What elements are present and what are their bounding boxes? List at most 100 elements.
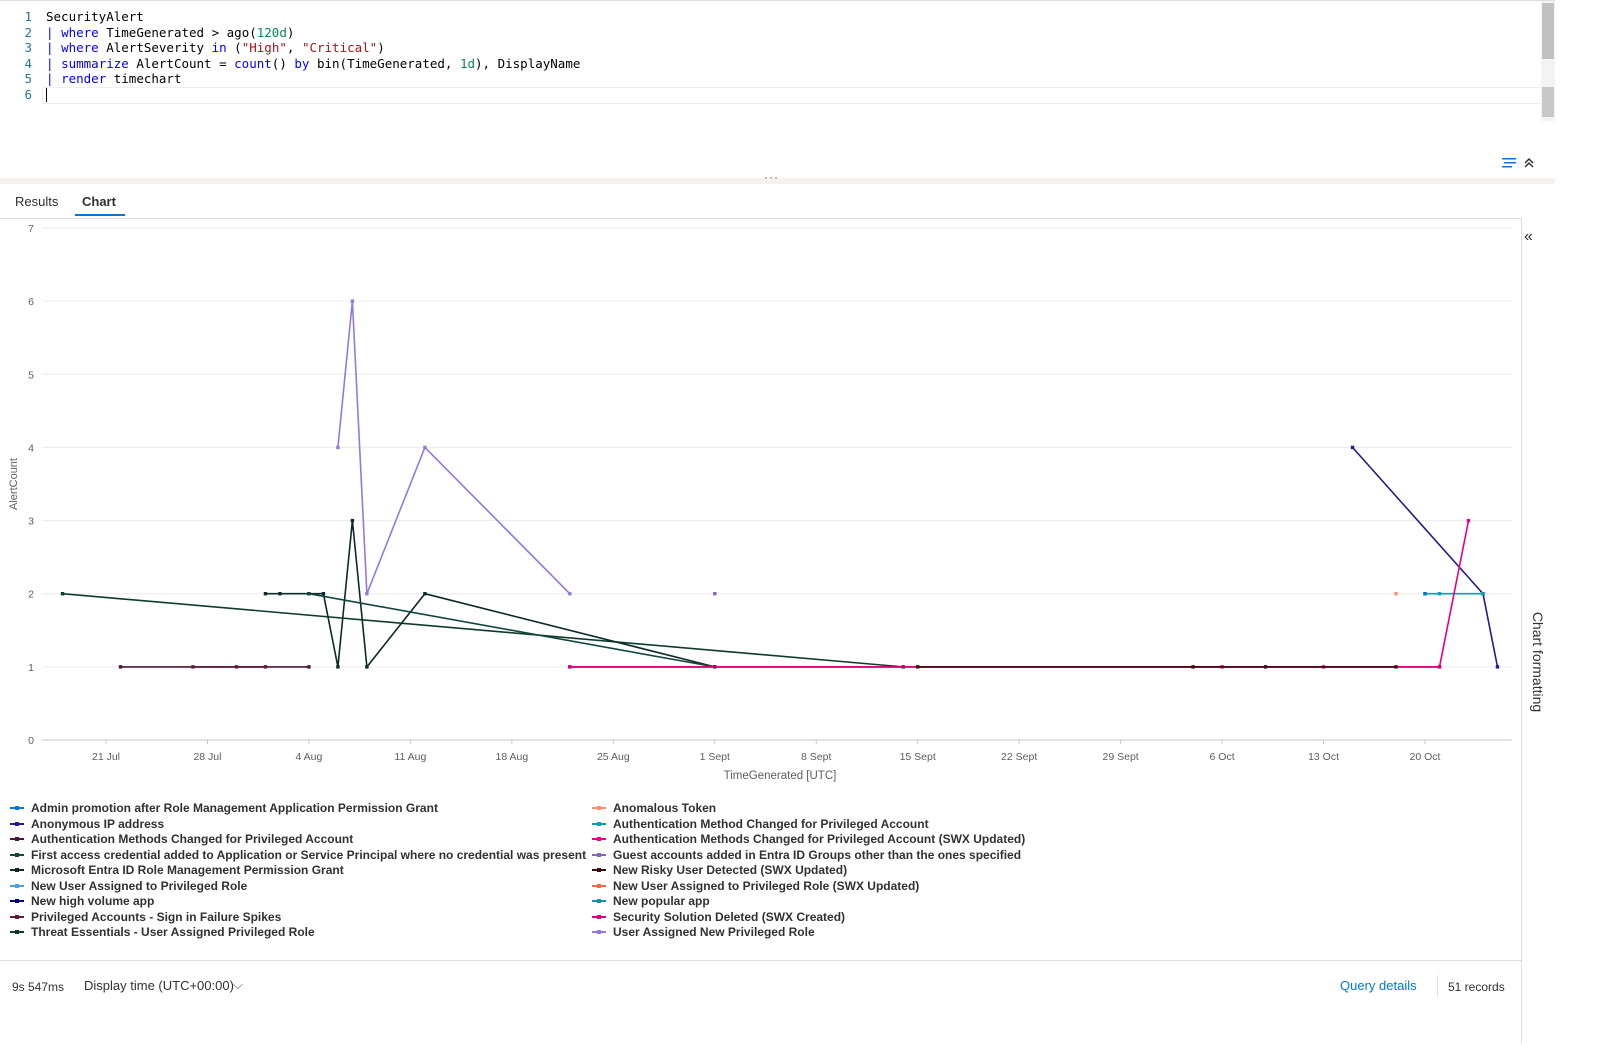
legend-swatch-icon	[592, 883, 606, 888]
query-duration: 9s 547ms	[12, 980, 65, 994]
series-16	[60, 592, 905, 669]
editor-scrollbar[interactable]	[1541, 1, 1555, 121]
pane-splitter[interactable]	[0, 178, 1555, 184]
record-count: 51 records	[1448, 980, 1505, 994]
code-line[interactable]: 2 | where TimeGenerated > ago(120d)	[0, 25, 1540, 41]
data-point	[263, 665, 268, 669]
series-1	[1394, 592, 1398, 596]
legend-marker-icon	[597, 899, 601, 903]
code-line[interactable]: 6	[0, 87, 1540, 103]
legend-label: Security Solution Deleted (SWX Created)	[613, 909, 846, 924]
legend-marker-icon	[597, 883, 601, 888]
code-token: ), DisplayName	[475, 55, 581, 71]
x-tick-label: 1 Sept	[700, 751, 730, 763]
format-query-icon[interactable]	[1501, 156, 1517, 170]
code-token: ,	[286, 40, 302, 56]
legend-marker-icon	[597, 806, 601, 810]
line-number: 1	[24, 9, 32, 24]
code-text[interactable]: | where TimeGenerated > ago(120d)	[46, 25, 294, 41]
data-point	[1394, 665, 1398, 669]
data-point	[307, 665, 311, 669]
editor-scrollbar-marker	[1542, 87, 1554, 117]
data-point	[1423, 592, 1427, 596]
chevron-down-icon[interactable]: ⌵	[233, 977, 243, 992]
data-point	[365, 665, 369, 669]
x-tick-label: 15 Sept	[900, 751, 936, 763]
data-point	[336, 445, 340, 450]
code-text[interactable]: | where AlertSeverity in ("High", "Criti…	[46, 40, 385, 56]
legend-label: New User Assigned to Privileged Role (SW…	[613, 878, 920, 893]
x-tick-label: 4 Aug	[295, 751, 322, 763]
y-axis-label: AlertCount	[8, 458, 20, 510]
legend-label: Anomalous Token	[613, 801, 717, 815]
data-point	[423, 592, 427, 596]
y-tick-label: 6	[28, 296, 34, 308]
legend-marker-icon	[15, 837, 19, 841]
x-axis-ticks: 21 Jul 28 Jul 4 Aug 11 Aug 18 Aug 25 Aug 1 Sep…	[92, 740, 1441, 763]
status-divider	[1437, 975, 1438, 997]
splitter-handle-icon[interactable]: ···	[764, 170, 779, 184]
code-text[interactable]: | render timechart	[46, 71, 181, 87]
code-token: )	[377, 40, 385, 56]
code-text[interactable]: SecurityAlert	[46, 9, 144, 25]
code-line[interactable]: 4 | summarize AlertCount = count() by bin…	[0, 56, 1540, 72]
series-19	[307, 592, 717, 669]
expand-pane-icon[interactable]: «	[1524, 228, 1533, 245]
code-token: (	[226, 40, 242, 56]
chart-legend: Admin promotion after Role Management Ap…	[10, 800, 1190, 950]
data-point	[1350, 445, 1355, 450]
data-point	[1437, 592, 1442, 596]
code-token: 1d	[459, 55, 476, 71]
tab-chart[interactable]: Chart	[82, 194, 116, 209]
series-22	[915, 665, 1398, 669]
query-editor[interactable]: 1 SecurityAlert 2 | where TimeGenerated > a…	[0, 0, 1555, 179]
current-line-highlight	[42, 87, 1542, 104]
series-line	[62, 592, 904, 668]
tab-results[interactable]: Results	[15, 194, 59, 209]
code-token: 120d	[256, 24, 287, 40]
series-lines	[60, 299, 1500, 669]
data-point	[60, 592, 65, 596]
legend-swatch-icon	[592, 914, 606, 919]
legend-label: Privileged Accounts - Sign in Failure Sp…	[31, 909, 282, 924]
legend-label: Anonymous IP address	[31, 816, 165, 831]
legend-label: Microsoft Entra ID Role Management Permi…	[31, 863, 344, 877]
code-line[interactable]: 5 | render timechart	[0, 71, 1540, 87]
legend-marker-icon	[597, 821, 601, 826]
x-tick-label: 11 Aug	[394, 751, 426, 763]
active-tab-indicator	[75, 214, 125, 216]
code-text[interactable]: | summarize AlertCount = count() by bin(…	[46, 56, 580, 72]
legend-marker-icon	[597, 868, 601, 872]
query-details-link[interactable]: Query details	[1340, 978, 1417, 993]
legend-swatch-icon	[592, 852, 606, 857]
data-point	[1437, 665, 1442, 669]
data-point	[1191, 665, 1195, 669]
series-23	[1423, 592, 1427, 596]
y-tick-label: 3	[28, 516, 34, 528]
x-axis-label: TimeGenerated [UTC]	[724, 770, 837, 782]
collapse-editor-icon[interactable]	[1522, 155, 1536, 171]
y-axis-ticks: 0 1 2 3 4 5 6 7	[28, 223, 34, 747]
line-number: 4	[24, 55, 32, 71]
legend-marker-icon	[15, 806, 19, 810]
code-line[interactable]: 1 SecurityAlert	[0, 9, 1540, 25]
editor-scrollbar-thumb[interactable]	[1542, 3, 1554, 59]
status-bar: 9s 547ms Display time (UTC+00:00) ⌵ Quer…	[0, 960, 1521, 1045]
legend-swatch-icon	[10, 868, 24, 872]
legend-marker-icon	[15, 899, 19, 903]
legend-marker-icon	[15, 883, 19, 888]
display-time-dropdown[interactable]: Display time (UTC+00:00)	[84, 978, 234, 993]
data-point	[1263, 665, 1268, 669]
code-line[interactable]: 3 | where AlertSeverity in ("High", "Crit…	[0, 40, 1540, 56]
legend-marker-icon	[597, 930, 601, 934]
code-token: summarize	[61, 55, 129, 71]
legend-swatch-icon	[592, 806, 606, 810]
legend-swatch-icon	[592, 899, 606, 903]
chart-formatting-toggle[interactable]: Chart formatting	[1530, 611, 1546, 713]
series-line	[1351, 446, 1499, 668]
data-point	[568, 592, 572, 596]
data-point	[423, 445, 427, 450]
line-number: 5	[24, 71, 32, 87]
x-tick-label: 13 Oct	[1308, 751, 1339, 763]
data-point	[336, 665, 340, 669]
